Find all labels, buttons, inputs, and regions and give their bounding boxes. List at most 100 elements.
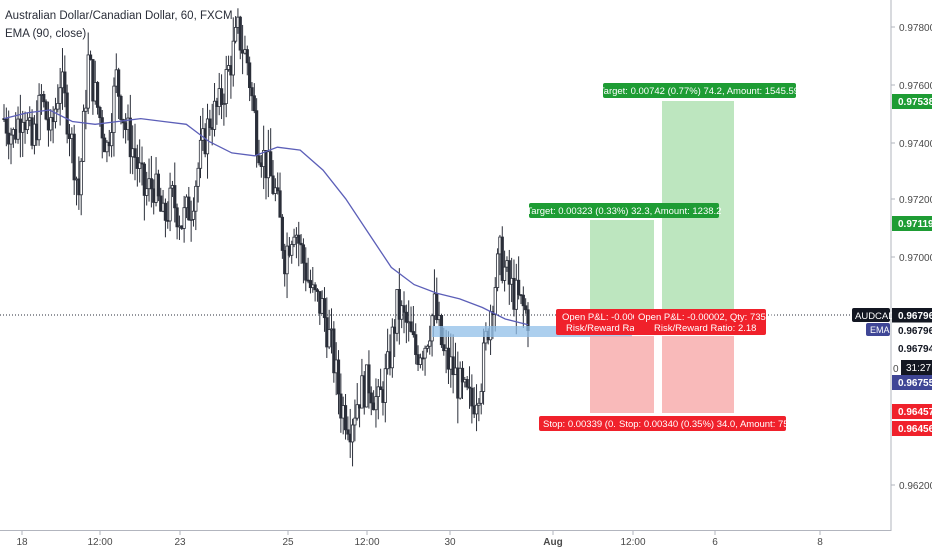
candle-body	[346, 429, 350, 435]
time-tick: 6	[712, 537, 718, 548]
candle-body	[290, 244, 294, 256]
candle-body	[353, 417, 357, 426]
candle-body	[495, 253, 500, 288]
time-tick: 30	[444, 537, 456, 548]
candle-body	[376, 386, 380, 397]
ema-price-badge	[891, 322, 932, 339]
candle-body	[503, 266, 507, 281]
candle-body	[301, 244, 306, 264]
candle-body	[278, 190, 282, 218]
candle-body	[86, 54, 90, 109]
candle-body	[208, 118, 212, 128]
candle-body	[248, 62, 252, 89]
target-long-value: 0.97538	[898, 97, 932, 108]
candle-body	[142, 163, 146, 196]
time-tick: 18	[16, 537, 28, 548]
candle-body	[219, 88, 224, 105]
price-tick: 0.97600	[899, 81, 932, 92]
candle-body	[374, 396, 378, 411]
candle-body	[397, 289, 401, 320]
candle-body	[390, 326, 394, 369]
candle-body	[418, 357, 422, 365]
candle-body	[98, 106, 102, 119]
time-tick: 12:00	[354, 537, 379, 548]
position-1-pnl-box	[556, 309, 638, 335]
position-2-rr-label: Risk/Reward Ratio: 2.18	[654, 323, 756, 334]
candle-body	[458, 367, 462, 399]
candle-body	[140, 162, 144, 165]
candle-body	[187, 196, 191, 221]
position-2-stop-label: Stop: 0.00340 (0.35%) 34.0, Amount: 750	[619, 419, 794, 430]
current-price-badge	[892, 308, 932, 323]
candle-body	[470, 387, 474, 407]
ema-price-value: 0.96796	[898, 326, 932, 337]
candle-body	[285, 245, 289, 275]
countdown-badge	[901, 360, 932, 375]
candle-body	[63, 71, 67, 94]
candle-body	[238, 16, 242, 51]
candle-body	[367, 364, 371, 394]
candle-body	[467, 386, 472, 389]
candle-body	[95, 82, 100, 108]
candle-body	[231, 40, 235, 76]
entry-zone	[432, 326, 632, 337]
candle-body	[304, 262, 308, 281]
candle-body	[474, 404, 479, 415]
candle-body	[194, 185, 198, 212]
candle-body	[173, 185, 177, 209]
candle-body	[252, 95, 256, 112]
candle-body	[91, 59, 95, 102]
candle-body	[245, 49, 249, 64]
candle-body	[460, 367, 465, 383]
candle-body	[402, 305, 406, 313]
ema-line	[3, 109, 529, 326]
candle-body	[379, 386, 383, 391]
position-1-stop-label: Stop: 0.00339 (0.3	[543, 419, 621, 430]
candle-body	[189, 219, 193, 221]
time-tick: 12:00	[87, 537, 112, 548]
stop-value-1: 0.96457	[898, 407, 932, 418]
candle-body	[292, 236, 296, 245]
candle-body	[435, 293, 439, 321]
position-2-stop-box	[615, 416, 786, 431]
position-2-pnl-label: Open P&L: -0.00002, Qty: 73529	[638, 312, 776, 323]
candle-body	[110, 132, 114, 147]
position-1-target-label: Target: 0.00323 (0.33%) 32.3, Amount: 12…	[527, 206, 722, 217]
position-2-target-label: Target: 0.00742 (0.77%) 74.2, Amount: 15…	[599, 86, 799, 97]
position-2-target-box	[603, 83, 796, 98]
candle-body	[149, 178, 153, 190]
candle-body	[233, 27, 238, 42]
price-axis[interactable]: 0.97800 0.97600 0.97400 0.97200 0.97000 …	[891, 23, 932, 492]
candle-body	[411, 331, 415, 336]
candle-body	[383, 368, 387, 403]
stop-value-2: 0.96456	[898, 424, 932, 435]
candle-body	[100, 117, 104, 139]
candle-body	[56, 102, 60, 110]
candle-body	[423, 347, 427, 359]
candle-body	[105, 141, 109, 153]
candle-body	[451, 356, 455, 376]
time-axis[interactable]	[0, 531, 891, 550]
price-tick: 0.97800	[899, 23, 932, 34]
symbol-title[interactable]: Australian Dollar/Canadian Dollar, 60, F…	[5, 10, 233, 22]
candle-body	[4, 118, 8, 134]
position-2-loss-zone	[662, 336, 734, 413]
ema-tag-badge	[866, 323, 890, 336]
candle-body	[119, 95, 123, 120]
candle-body	[65, 92, 69, 135]
candle-body	[191, 210, 196, 220]
price-tick: 0.97400	[899, 139, 932, 150]
indicator-title[interactable]: EMA (90, close)	[5, 28, 87, 40]
symbol-label: AUDCAD	[855, 311, 895, 322]
candle-body	[156, 173, 160, 197]
price-tick: 0.96200	[899, 481, 932, 492]
candle-body	[84, 107, 88, 112]
candle-body	[369, 392, 373, 404]
candle-body	[222, 103, 226, 106]
candle-body	[481, 342, 486, 392]
countdown-prefix: 0	[893, 364, 899, 375]
position-1-loss-zone	[590, 336, 654, 413]
current-price-value: 0.96796	[898, 311, 932, 322]
candle-body	[117, 69, 121, 97]
